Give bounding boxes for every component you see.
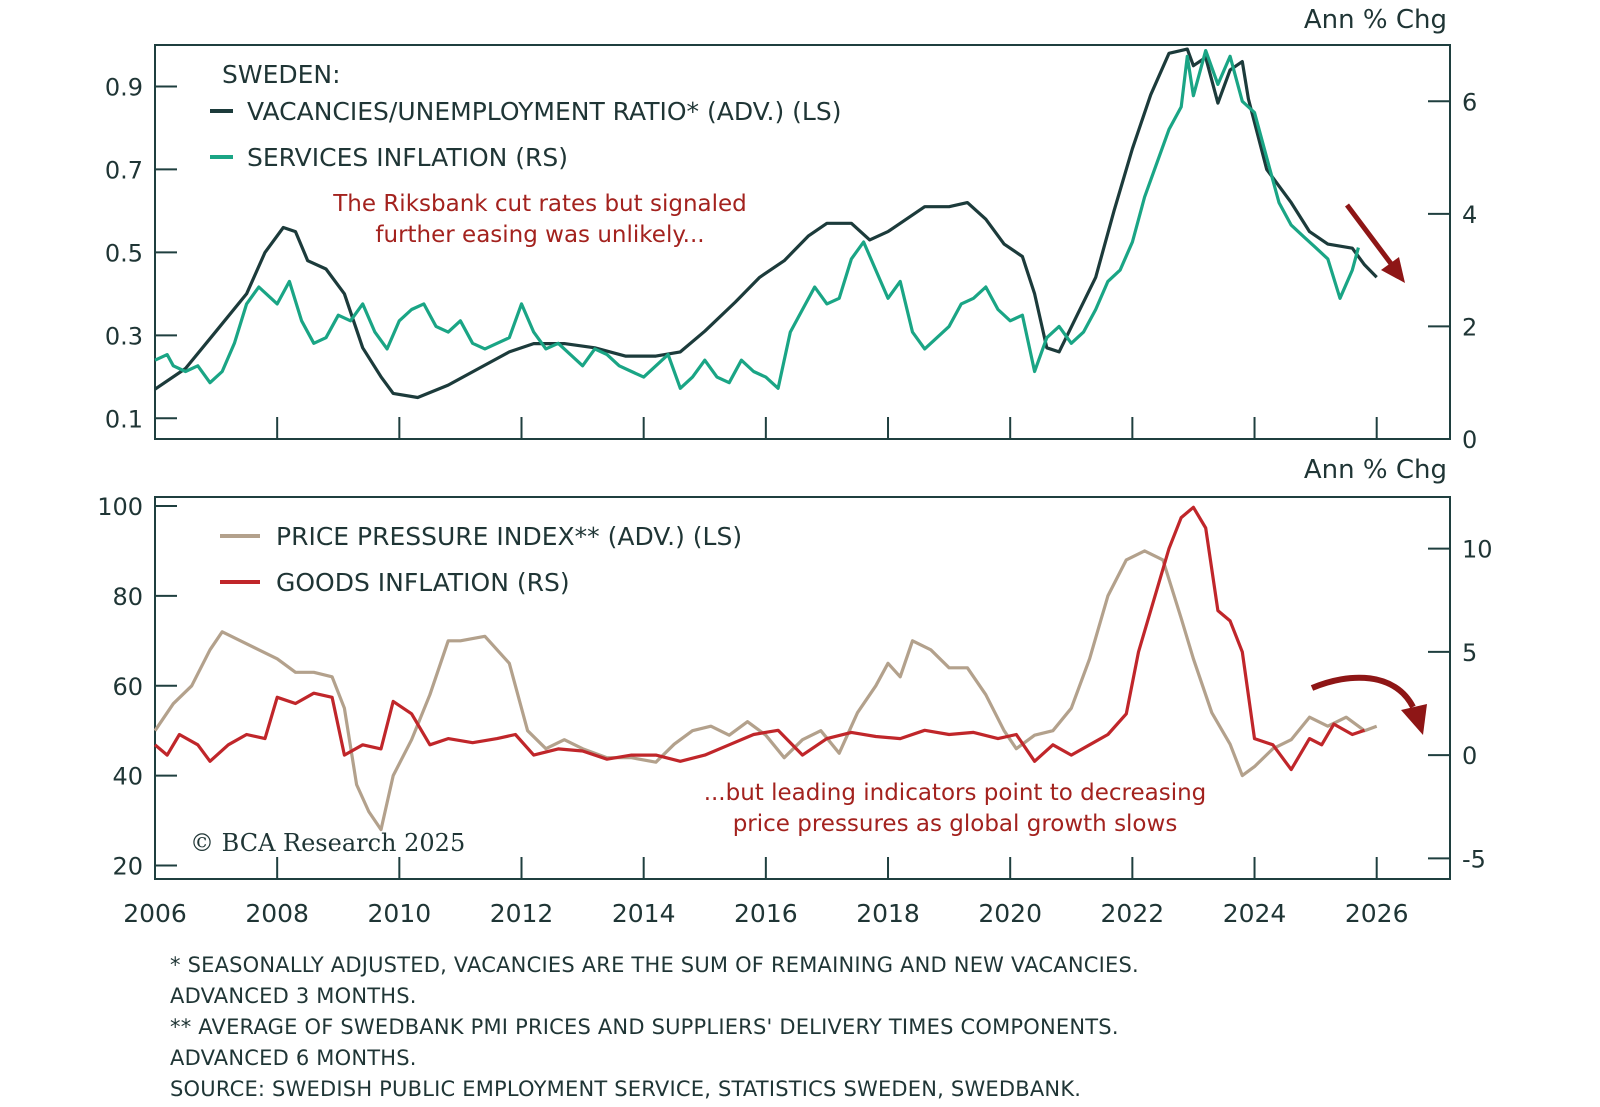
legend-header: SWEDEN: [222, 60, 341, 89]
x-tick-label: 2026 [1345, 899, 1409, 928]
top-series-group [154, 47, 1378, 400]
x-axis: 2006 2008 2010 2012 2014 2016 2018 2020 2022 2024… [123, 417, 1409, 928]
top-right-tick-label: 2 [1462, 313, 1477, 341]
bottom-annotation-line-1: ...but leading indicators point to decre… [704, 780, 1207, 806]
top-left-tick-label: 0.7 [105, 156, 143, 184]
top-panel: 0.1 0.3 0.5 0.7 0.9 0 2 4 6 Ann % Chg SWEDEN: V… [105, 5, 1477, 454]
footnote-3: ** AVERAGE OF SWEDBANK PMI PRICES AND SU… [170, 1015, 1119, 1039]
x-tick-label: 2006 [123, 899, 187, 928]
bottom-left-tick-label: 100 [97, 493, 143, 521]
top-left-tick-label: 0.1 [105, 405, 143, 433]
top-legend: SWEDEN: VACANCIES/UNEMPLOYMENT RATIO* (A… [210, 60, 841, 172]
bottom-right-tick-label: 10 [1462, 536, 1493, 564]
bottom-left-tick-label: 60 [112, 673, 143, 701]
top-annotation-line-2: further easing was unlikely... [375, 222, 704, 248]
top-right-unit: Ann % Chg [1304, 5, 1447, 35]
bottom-series-line-0 [153, 549, 1378, 832]
top-left-tick-label: 0.9 [105, 73, 143, 101]
bottom-plot-frame [154, 496, 1451, 880]
bottom-series-group [153, 505, 1378, 832]
bottom-left-tick-label: 80 [112, 583, 143, 611]
x-tick-label: 2018 [856, 899, 920, 928]
top-series-line-0 [154, 47, 1378, 400]
bottom-right-axis: -5 0 5 10 [1428, 536, 1493, 873]
footnote-2: ADVANCED 3 MONTHS. [170, 984, 417, 1008]
x-tick-label: 2014 [612, 899, 676, 928]
bottom-left-tick-label: 20 [112, 853, 143, 881]
footnotes: * SEASONALLY ADJUSTED, VACANCIES ARE THE… [170, 950, 1470, 1105]
bottom-left-tick-label: 40 [112, 763, 143, 791]
bottom-right-unit: Ann % Chg [1304, 455, 1447, 485]
top-right-tick-label: 6 [1462, 88, 1477, 116]
legend-label-goods: GOODS INFLATION (RS) [276, 568, 570, 597]
top-left-axis: 0.1 0.3 0.5 0.7 0.9 [105, 73, 177, 433]
x-tick-label: 2020 [978, 899, 1042, 928]
top-left-tick-label: 0.5 [105, 239, 143, 267]
x-tick-label: 2012 [490, 899, 554, 928]
top-right-tick-label: 4 [1462, 201, 1477, 229]
bottom-right-tick-label: 5 [1462, 639, 1477, 667]
bottom-right-tick-label: -5 [1462, 845, 1486, 873]
top-left-tick-label: 0.3 [105, 322, 143, 350]
top-plot-frame [154, 44, 1451, 440]
x-tick-label: 2008 [245, 899, 309, 928]
top-right-axis: 0 2 4 6 [1428, 88, 1477, 454]
footnote-5: SOURCE: SWEDISH PUBLIC EMPLOYMENT SERVIC… [170, 1077, 1082, 1101]
legend-label-vacancies: VACANCIES/UNEMPLOYMENT RATIO* (ADV.) (LS… [247, 97, 841, 126]
legend-label-price-pressure: PRICE PRESSURE INDEX** (ADV.) (LS) [276, 522, 742, 551]
bottom-curved-arrow [1310, 674, 1427, 735]
x-tick-label: 2010 [368, 899, 432, 928]
top-series-line-1 [154, 49, 1360, 390]
x-tick-label: 2016 [734, 899, 798, 928]
top-annotation-line-1: The Riksbank cut rates but signaled [332, 191, 747, 217]
x-tick-label: 2024 [1223, 899, 1287, 928]
copyright: © BCA Research 2025 [190, 829, 465, 857]
bottom-legend: PRICE PRESSURE INDEX** (ADV.) (LS) GOODS… [220, 522, 742, 597]
x-tick-label: 2022 [1101, 899, 1165, 928]
bottom-series-line-1 [153, 505, 1366, 772]
top-right-tick-label: 0 [1462, 426, 1477, 454]
bottom-left-axis: 20 40 60 80 100 [97, 493, 177, 881]
footnote-1: * SEASONALLY ADJUSTED, VACANCIES ARE THE… [170, 953, 1139, 977]
bottom-annotation-line-2: price pressures as global growth slows [733, 811, 1178, 837]
bottom-panel: 20 40 60 80 100 -5 0 5 10 Ann % Chg PRICE PRESS… [97, 455, 1492, 881]
legend-label-services: SERVICES INFLATION (RS) [247, 143, 568, 172]
footnote-4: ADVANCED 6 MONTHS. [170, 1046, 417, 1070]
bottom-right-tick-label: 0 [1462, 742, 1477, 770]
top-down-arrow [1345, 203, 1405, 283]
